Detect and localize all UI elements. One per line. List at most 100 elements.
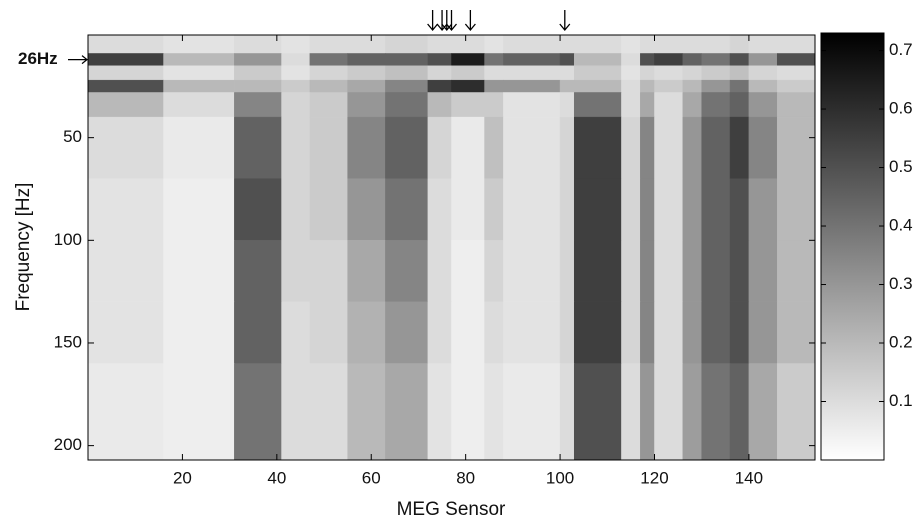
- heatmap-cell: [654, 79, 684, 93]
- heatmap-cell: [309, 240, 348, 303]
- heatmap-cell: [87, 240, 164, 303]
- heatmap-cell: [640, 65, 655, 81]
- heatmap-cell: [87, 92, 164, 118]
- heatmap-cell: [640, 92, 655, 118]
- heatmap-cell: [621, 363, 641, 461]
- heatmap-cell: [729, 65, 750, 81]
- marker-arrow: [464, 10, 476, 32]
- heatmap-cell: [385, 301, 429, 364]
- heatmap-cell: [347, 116, 386, 179]
- heatmap-cell: [503, 363, 561, 461]
- heatmap-cell: [729, 34, 750, 54]
- heatmap-cell: [573, 65, 622, 81]
- heatmap-cell: [163, 92, 235, 118]
- heatmap-cell: [654, 178, 684, 241]
- heatmap-cell: [654, 92, 684, 118]
- heatmap-cell: [654, 34, 684, 54]
- heatmap-cell: [87, 34, 164, 54]
- heatmap-cell: [748, 34, 778, 54]
- heatmap-cell: [451, 363, 485, 461]
- heatmap-cell: [484, 240, 504, 303]
- heatmap-cell: [573, 178, 622, 241]
- heatmap-cell: [451, 301, 485, 364]
- colorbar-tick-label: 0.6: [889, 99, 913, 118]
- heatmap-cell: [347, 363, 386, 461]
- heatmap-cell: [559, 92, 575, 118]
- heatmap-cell: [163, 65, 235, 81]
- heatmap-cell: [776, 240, 816, 303]
- heatmap-cell: [309, 79, 348, 93]
- heatmap-cell: [385, 92, 429, 118]
- heatmap-cell: [701, 240, 731, 303]
- heatmap-cell: [776, 34, 816, 54]
- heatmap-cell: [559, 301, 575, 364]
- heatmap-cell: [621, 79, 641, 93]
- heatmap-cell: [701, 178, 731, 241]
- heatmap-cell: [776, 301, 816, 364]
- heatmap-cell: [729, 178, 750, 241]
- heatmap-cell: [309, 116, 348, 179]
- y-tick-label: 50: [63, 127, 82, 146]
- plot-frame: [87, 34, 816, 461]
- heatmap-cell: [621, 92, 641, 118]
- heatmap-cell: [573, 34, 622, 54]
- heatmap-cell: [163, 363, 235, 461]
- heatmap-cell: [654, 363, 684, 461]
- heatmap-cell: [729, 79, 750, 93]
- heatmap-cell: [682, 301, 702, 364]
- heatmap-cell: [484, 301, 504, 364]
- heatmap-cell: [347, 65, 386, 81]
- heatmap-cell: [427, 92, 452, 118]
- heatmap-cell: [559, 178, 575, 241]
- heatmap-cell: [484, 363, 504, 461]
- heatmap-cell: [309, 363, 348, 461]
- heatmap-cell: [234, 116, 282, 179]
- y-tick-label: 200: [54, 435, 82, 454]
- heatmap-cell: [654, 116, 684, 179]
- heatmap-cell: [682, 178, 702, 241]
- heatmap-cell: [654, 65, 684, 81]
- heatmap-cell: [573, 53, 622, 67]
- heatmap-cell: [701, 116, 731, 179]
- heatmap-cell: [427, 240, 452, 303]
- heatmap-cell: [234, 79, 282, 93]
- x-axis-label: MEG Sensor: [397, 499, 506, 520]
- heatmap-cell: [559, 65, 575, 81]
- heatmap-cell: [234, 240, 282, 303]
- heatmap-cell: [309, 65, 348, 81]
- heatmap-cell: [682, 116, 702, 179]
- heatmap-cell: [484, 65, 504, 81]
- heatmap-cell: [682, 79, 702, 93]
- heatmap-cell: [427, 65, 452, 81]
- heatmap-cell: [385, 34, 429, 54]
- heatmap-cell: [451, 116, 485, 179]
- colorbar: [820, 32, 885, 461]
- heatmap-cell: [654, 53, 684, 67]
- heatmap-cell: [729, 53, 750, 67]
- heatmap-cell: [573, 301, 622, 364]
- heatmap-cell: [234, 53, 282, 67]
- heatmap-cell: [701, 53, 731, 67]
- heatmap-cell: [451, 34, 485, 54]
- heatmap-cell: [701, 65, 731, 81]
- heatmap-cell: [682, 240, 702, 303]
- heatmap-cell: [281, 53, 311, 67]
- x-tick-label: 60: [362, 468, 381, 487]
- colorbar-tick-label: 0.5: [889, 157, 913, 176]
- heatmap-cell: [776, 65, 816, 81]
- heatmap-cell: [385, 53, 429, 67]
- heatmap-cell: [559, 79, 575, 93]
- heatmap-cell: [573, 92, 622, 118]
- heatmap-cell: [427, 178, 452, 241]
- heatmap-cell: [163, 53, 235, 67]
- heatmap-cell: [729, 240, 750, 303]
- heatmap-cell: [573, 79, 622, 93]
- heatmap-cell: [309, 92, 348, 118]
- heatmap-cell: [503, 301, 561, 364]
- heatmap-cell: [682, 363, 702, 461]
- heatmap-cell: [559, 363, 575, 461]
- heatmap-cell: [748, 178, 778, 241]
- heatmap-cell: [385, 79, 429, 93]
- heatmap-cell: [776, 53, 816, 67]
- heatmap-cell: [701, 301, 731, 364]
